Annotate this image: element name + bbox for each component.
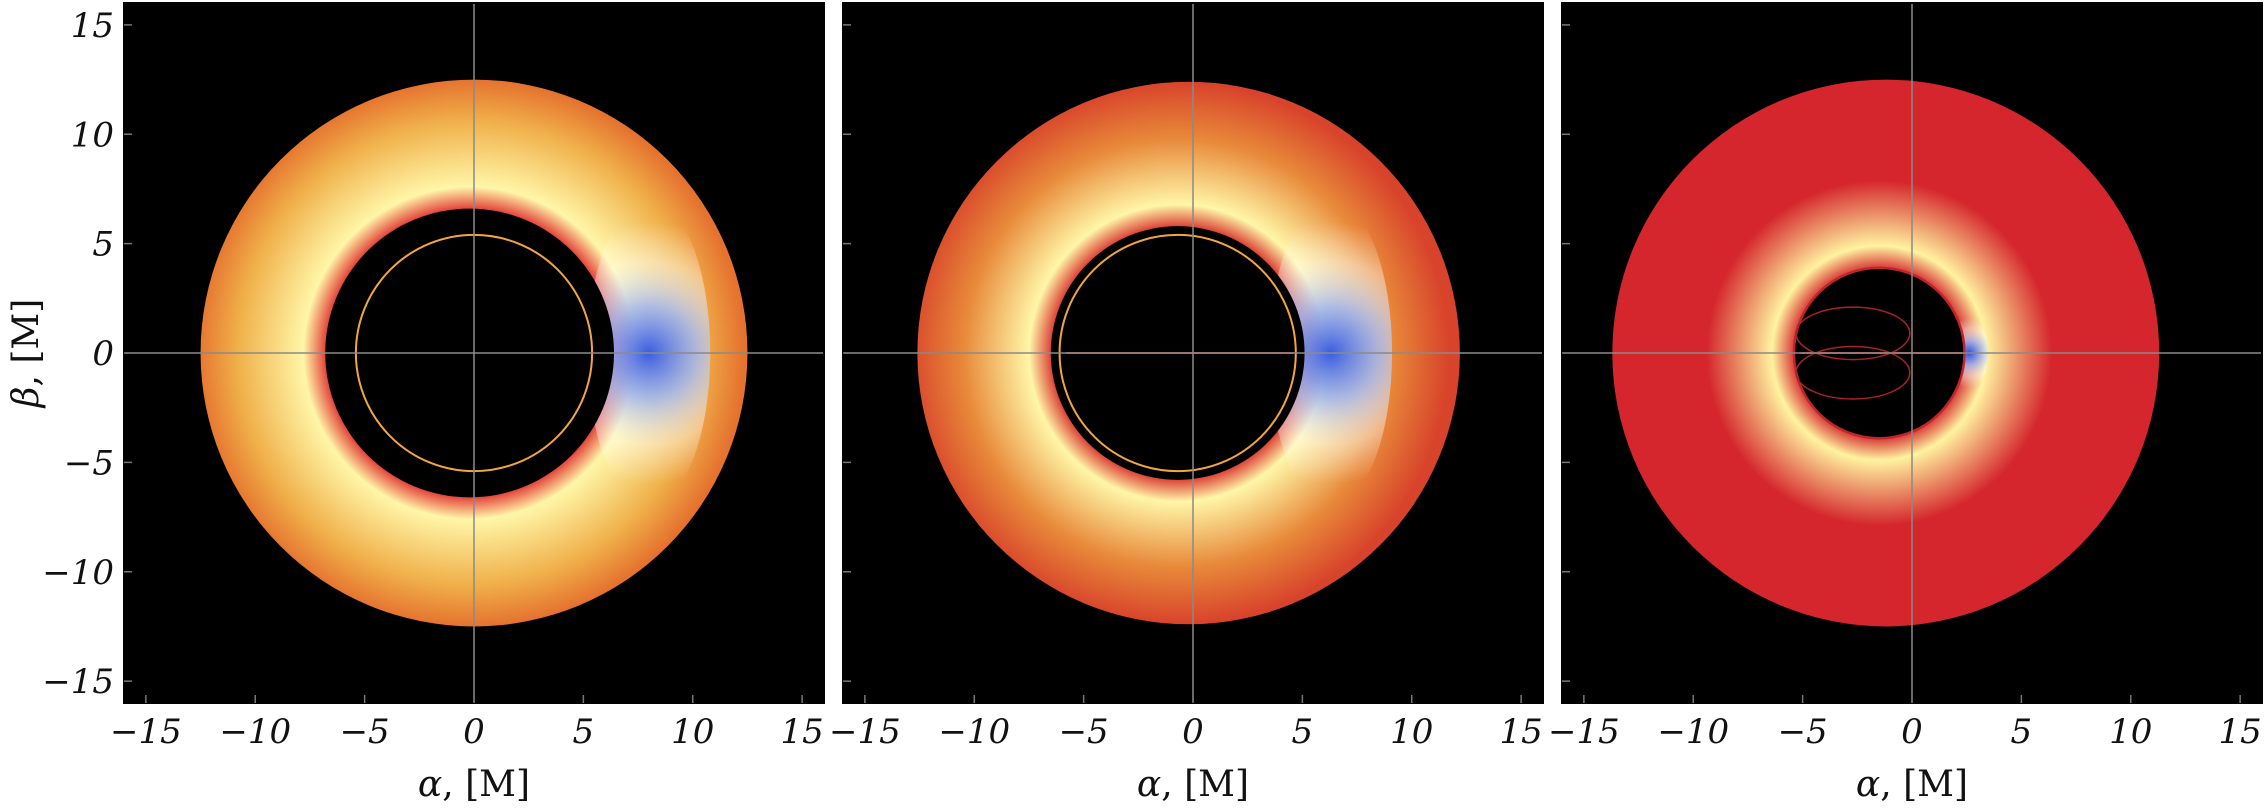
x-tick-label: 0 — [463, 712, 485, 752]
panel-1: −15 −10 −5 0 5 10 15 15 10 5 0 −5 −10 −15 α, [M] — [42, 2, 825, 805]
y-tick-label: 0 — [92, 334, 114, 374]
x-tick-label: 0 — [1182, 712, 1204, 752]
x-tick-label: −5 — [1778, 712, 1828, 752]
x-tick-label: 5 — [1292, 712, 1314, 752]
y-tick-label: −15 — [42, 662, 114, 702]
y-tick-label: −10 — [42, 553, 114, 593]
x-tick-label: 10 — [2109, 712, 2152, 752]
y-tick-label: 10 — [71, 115, 114, 155]
panel-3: −15 −10 −5 0 5 10 15 α, [M] — [1548, 2, 2263, 805]
y-axis-label: β, [M] — [6, 299, 47, 410]
x-tick-label: −15 — [829, 712, 901, 752]
x-tick-label: −5 — [340, 712, 390, 752]
lensing-lobe-lower — [1795, 345, 1911, 400]
lensing-lobe-upper — [1795, 306, 1911, 361]
x-tick-label: −10 — [219, 712, 291, 752]
y-tick-label: 15 — [71, 6, 114, 46]
x-tick-label: 15 — [2218, 712, 2261, 752]
x-tick-label: −15 — [110, 712, 182, 752]
x-tick-label: −5 — [1059, 712, 1109, 752]
x-tick-label: 15 — [1499, 712, 1542, 752]
x-axis-label: α, [M] — [418, 764, 530, 805]
panel-2: −15 −10 −5 0 5 10 15 α, [M] — [829, 2, 1544, 805]
x-tick-label: 10 — [671, 712, 714, 752]
x-axis-label: α, [M] — [1856, 764, 1968, 805]
y-tick-label: −5 — [64, 443, 114, 483]
y-axis-label-text: β, [M] — [6, 299, 47, 410]
x-axis-label: α, [M] — [1137, 764, 1249, 805]
x-tick-label: 10 — [1390, 712, 1433, 752]
x-tick-label: −10 — [1657, 712, 1729, 752]
x-tick-label: −15 — [1548, 712, 1620, 752]
x-tick-label: 5 — [573, 712, 595, 752]
y-tick-label: 5 — [92, 225, 114, 265]
x-tick-label: 5 — [2011, 712, 2033, 752]
x-tick-label: −10 — [938, 712, 1010, 752]
x-tick-label: 0 — [1901, 712, 1923, 752]
x-tick-label: 15 — [780, 712, 823, 752]
